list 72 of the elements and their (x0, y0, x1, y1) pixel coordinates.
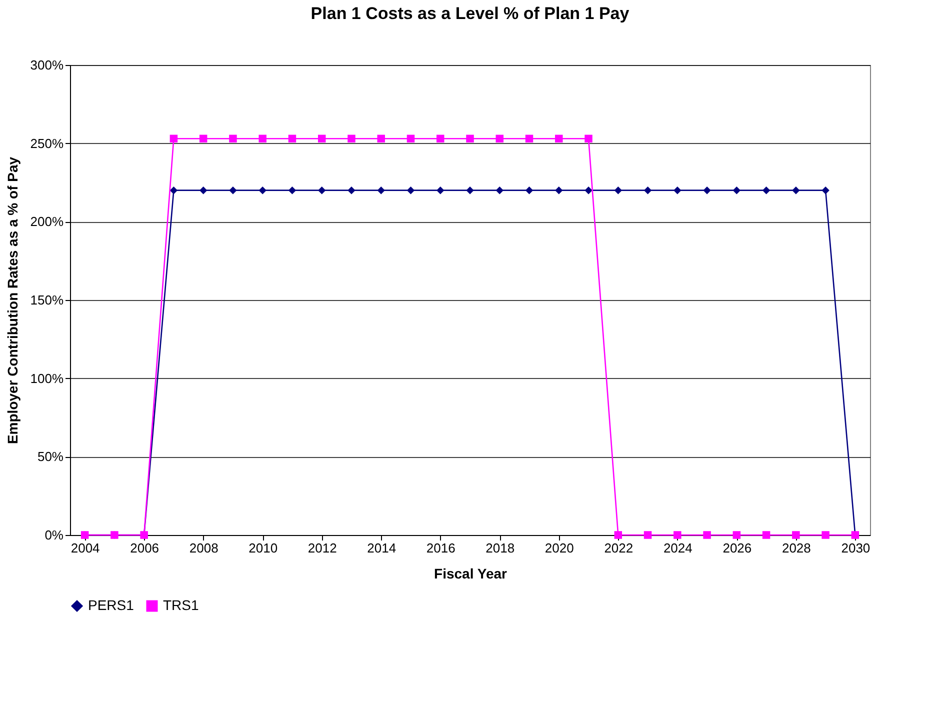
x-tick-label: 2006 (130, 540, 160, 556)
chart-title: Plan 1 Costs as a Level % of Plan 1 Pay (310, 4, 630, 23)
point (703, 186, 711, 194)
point (199, 186, 208, 194)
point (584, 186, 592, 194)
point (406, 134, 415, 143)
point (525, 186, 534, 194)
point (703, 531, 711, 539)
y-tick-label: 50% (37, 449, 64, 464)
point (229, 186, 237, 194)
point (644, 186, 652, 194)
x-tick-label: 2014 (367, 540, 396, 556)
point (466, 134, 474, 143)
x-tick-label: 2028 (782, 540, 811, 556)
x-tick-label: 2026 (722, 540, 752, 556)
y-axis-title: Employer Contribution Rates as a % of Pay (4, 156, 20, 444)
point (732, 531, 741, 539)
point (496, 134, 504, 143)
point (377, 186, 385, 194)
point (406, 186, 415, 194)
point (762, 186, 770, 194)
x-axis-title: Fiscal Year (434, 566, 508, 582)
y-tick-label: 300% (30, 58, 64, 72)
y-tick-label: 250% (30, 136, 64, 151)
y-tick-label: 0% (44, 528, 64, 542)
point (318, 186, 326, 194)
point (614, 531, 622, 539)
x-tick-label: 2030 (841, 540, 870, 556)
point (525, 134, 534, 143)
y-tick-label: 200% (30, 214, 64, 230)
x-tick-label: 2024 (663, 540, 692, 556)
point (644, 531, 652, 539)
point (288, 186, 296, 194)
x-tick-label: 2020 (544, 540, 574, 556)
point (377, 134, 385, 143)
point (614, 186, 622, 194)
point (732, 186, 741, 194)
x-tick-label: 2012 (308, 540, 337, 556)
point (496, 186, 504, 194)
point (762, 531, 770, 539)
point (288, 134, 296, 143)
point (436, 186, 444, 194)
point (792, 531, 800, 539)
y-tick-label: 150% (30, 292, 64, 308)
point (258, 186, 266, 194)
point (258, 134, 266, 143)
point (674, 531, 682, 539)
legend-label: TRS1 (163, 597, 199, 613)
point (229, 134, 237, 143)
point (674, 186, 682, 194)
point (348, 134, 356, 143)
point (555, 134, 563, 143)
point (199, 134, 208, 143)
x-tick-label: 2004 (70, 540, 100, 556)
point (170, 186, 178, 194)
y-tick-label: 100% (30, 370, 64, 386)
point (436, 134, 444, 143)
x-tick-label: 2016 (426, 540, 456, 556)
x-tick-label: 2018 (486, 540, 515, 556)
x-tick-label: 2008 (189, 540, 218, 556)
point (555, 186, 563, 194)
point (584, 134, 592, 143)
point (822, 186, 830, 194)
point (792, 186, 800, 194)
legend-label: PERS1 (88, 597, 134, 613)
point (348, 186, 356, 194)
point (318, 134, 326, 143)
x-tick-label: 2022 (604, 540, 634, 556)
point (822, 531, 830, 539)
point (170, 134, 178, 143)
point (466, 186, 474, 194)
x-tick-label: 2010 (248, 540, 278, 556)
